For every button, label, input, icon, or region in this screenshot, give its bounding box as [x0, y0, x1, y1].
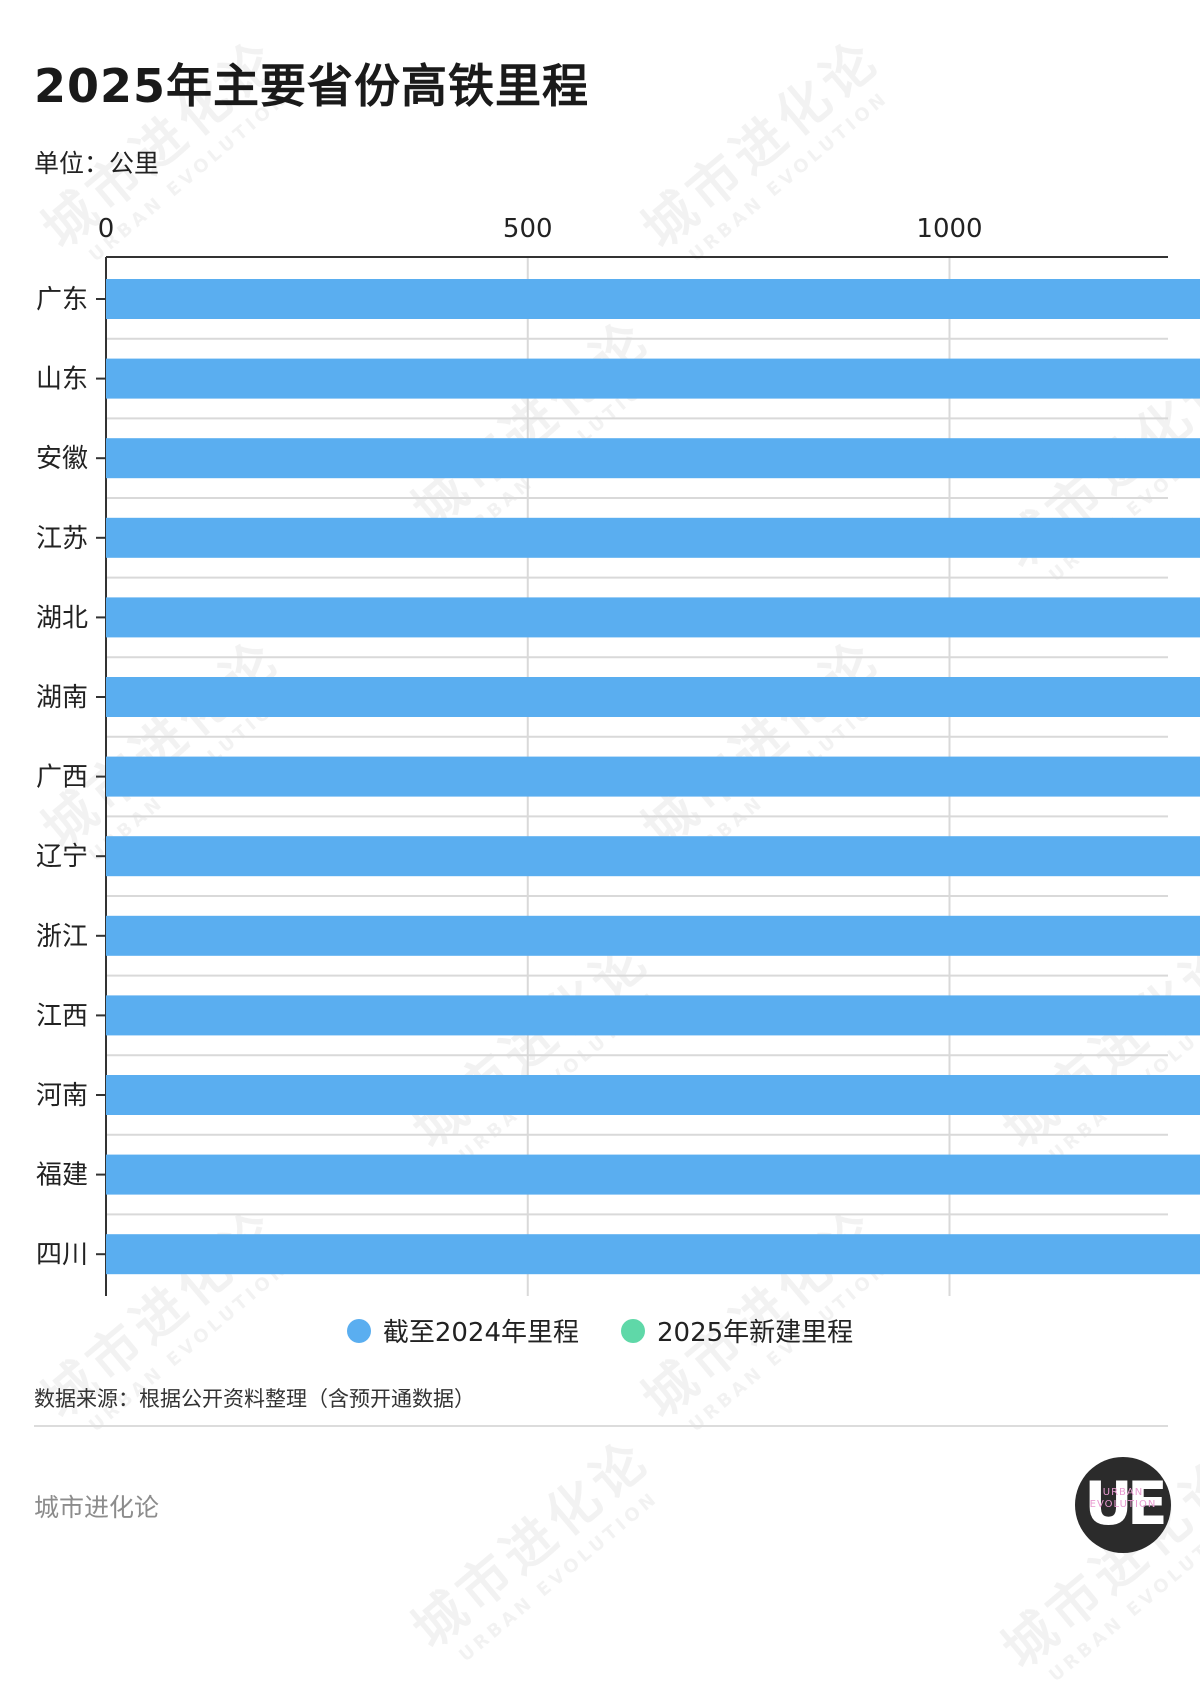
legend-label-existing: 截至2024年里程 [382, 1318, 579, 1348]
category-label: 河南 [36, 1081, 88, 1111]
category-label: 广西 [36, 763, 88, 793]
category-label: 辽宁 [36, 842, 88, 872]
bar-existing [106, 1154, 1200, 1195]
bar-existing [106, 597, 1200, 638]
unit-label: 单位：公里 [34, 149, 160, 178]
bar-chart: 0500100015002000250030003500广东3437山东3055… [36, 214, 1200, 1296]
bar-existing [106, 1234, 1200, 1275]
category-label: 广东 [36, 285, 88, 315]
bar-existing [106, 438, 1200, 479]
legend-label-new: 2025年新建里程 [657, 1318, 854, 1348]
category-label: 湖南 [36, 683, 88, 713]
logo-text-evolution: EVOLUTION [1089, 1499, 1157, 1510]
source-note: 数据来源：根据公开资料整理（含预开通数据） [34, 1387, 475, 1411]
category-label: 江苏 [36, 524, 88, 554]
category-label: 浙江 [36, 922, 88, 952]
watermark-cn: 城市进化论 [401, 1427, 663, 1661]
brand-logo: UE URBAN EVOLUTION [1075, 1457, 1171, 1553]
x-tick-label: 1000 [916, 214, 982, 244]
x-tick-label: 500 [503, 214, 553, 244]
category-label: 湖北 [36, 603, 88, 633]
category-label: 江西 [36, 1001, 88, 1031]
bar-existing [106, 517, 1200, 558]
logo-text-urban: URBAN [1102, 1487, 1144, 1498]
x-tick-label: 0 [98, 214, 115, 244]
legend-item-existing: 截至2024年里程 [346, 1312, 579, 1349]
legend-swatch-new [621, 1318, 645, 1343]
category-label: 安徽 [36, 444, 88, 474]
legend-swatch-existing [346, 1318, 371, 1343]
logo-mark: UE [1084, 1469, 1168, 1539]
legend-item-new: 2025年新建里程 [621, 1312, 853, 1349]
category-label: 福建 [36, 1161, 88, 1191]
bar-existing [106, 677, 1200, 717]
bar-existing [106, 756, 1200, 797]
bar-existing [106, 836, 1200, 877]
footer-divider [34, 1425, 1168, 1427]
category-label: 四川 [36, 1240, 88, 1270]
bar-existing [106, 995, 1200, 1036]
chart-title: 2025年主要省份高铁里程 [34, 59, 590, 113]
bar-existing [106, 915, 1200, 956]
brand-name: 城市进化论 [34, 1493, 160, 1522]
watermark-en: URBAN EVOLUTION [455, 1487, 663, 1667]
bar-existing [106, 1075, 1200, 1115]
bar-existing [106, 358, 1200, 399]
category-label: 山东 [36, 365, 88, 395]
bar-existing [106, 279, 1200, 319]
chart-legend: 截至2024年里程 2025年新建里程 [0, 1312, 1200, 1349]
